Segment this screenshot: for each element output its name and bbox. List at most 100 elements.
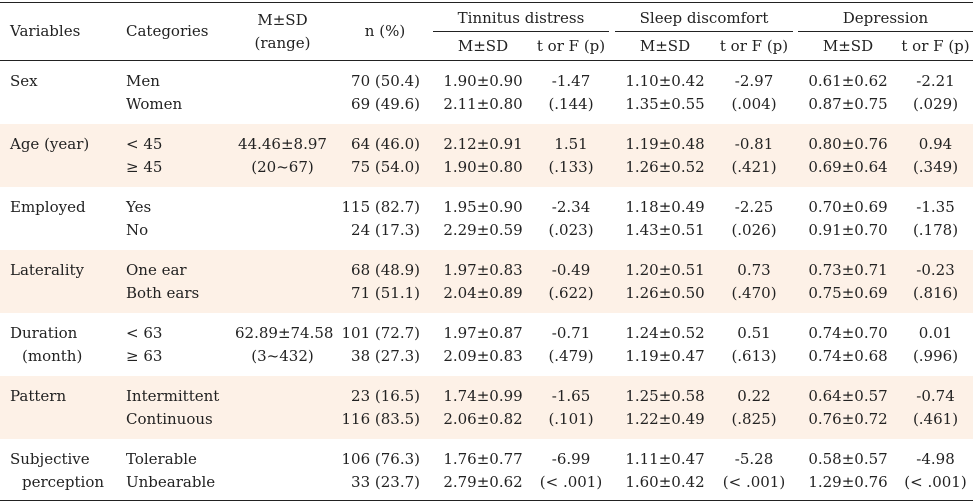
group-rule-tinnitus: [433, 31, 609, 32]
header-categories: Categories: [126, 22, 209, 40]
sleep-msd-cell: 1.11±0.47: [625, 450, 705, 468]
depression-msd-cell: 0.58±0.57: [808, 450, 888, 468]
tinnitus-stat-cell: -1.65: [551, 387, 591, 405]
group-rule-sleep: [615, 31, 793, 32]
variable-cell: Laterality: [10, 261, 85, 279]
overall-msd-cell: (20~67): [251, 158, 314, 176]
depression-msd-cell: 0.76±0.72: [808, 410, 888, 428]
tinnitus-msd-cell: 2.06±0.82: [443, 410, 523, 428]
category-cell: Men: [126, 72, 160, 90]
variable-cell: Age (year): [10, 135, 90, 153]
sleep-stat-cell: 0.51: [737, 324, 771, 342]
tinnitus-msd-cell: 2.29±0.59: [443, 221, 523, 239]
depression-msd-cell: 0.80±0.76: [808, 135, 888, 153]
tinnitus-stat-cell: -6.99: [551, 450, 591, 468]
sleep-msd-cell: 1.24±0.52: [625, 324, 705, 342]
sleep-stat-cell: (.613): [731, 347, 777, 365]
category-cell: < 45: [126, 135, 163, 153]
sleep-msd-cell: 1.43±0.51: [625, 221, 705, 239]
sleep-stat-cell: 0.73: [737, 261, 771, 279]
tinnitus-msd-cell: 1.74±0.99: [443, 387, 523, 405]
depression-stat-cell: (.461): [912, 410, 959, 428]
n-percent-cell: 23 (16.5): [351, 387, 420, 405]
tinnitus-stat-cell: -0.49: [551, 261, 591, 279]
sleep-msd-cell: 1.18±0.49: [625, 198, 705, 216]
subheader-sleep-stat: t or F (p): [719, 37, 789, 55]
variable-cell: Sex: [10, 72, 38, 90]
category-cell: Women: [126, 95, 183, 113]
variable-cell: Subjective: [10, 450, 90, 468]
n-percent-cell: 68 (48.9): [351, 261, 420, 279]
tinnitus-msd-cell: 1.90±0.90: [443, 72, 523, 90]
tinnitus-msd-cell: 2.11±0.80: [443, 95, 523, 113]
overall-msd-cell: (3~432): [251, 347, 314, 365]
header-n-percent: n (%): [364, 22, 406, 40]
header-range: (range): [254, 34, 311, 52]
tinnitus-stat-cell: 1.51: [554, 135, 588, 153]
tinnitus-msd-cell: 1.97±0.87: [443, 324, 523, 342]
header-depression: Depression: [842, 9, 929, 27]
tinnitus-stat-cell: -0.71: [551, 324, 591, 342]
sleep-msd-cell: 1.10±0.42: [625, 72, 705, 90]
depression-msd-cell: 0.64±0.57: [808, 387, 888, 405]
n-percent-cell: 75 (54.0): [351, 158, 420, 176]
category-cell: Intermittent: [126, 387, 220, 405]
category-cell: Tolerable: [126, 450, 197, 468]
n-percent-cell: 69 (49.6): [351, 95, 420, 113]
n-percent-cell: 24 (17.3): [351, 221, 420, 239]
depression-msd-cell: 0.69±0.64: [808, 158, 888, 176]
header-variables: Variables: [10, 22, 81, 40]
variable-cell: Employed: [10, 198, 86, 216]
overall-msd-cell: 44.46±8.97: [238, 135, 327, 153]
depression-stat-cell: (.178): [912, 221, 959, 239]
depression-msd-cell: 1.29±0.76: [808, 473, 888, 491]
depression-msd-cell: 0.61±0.62: [808, 72, 888, 90]
subheader-depression-msd: M±SD: [822, 37, 874, 55]
depression-stat-cell: (.816): [912, 284, 959, 302]
header-sleep-discomfort: Sleep discomfort: [639, 9, 769, 27]
tinnitus-msd-cell: 1.97±0.83: [443, 261, 523, 279]
subheader-sleep-msd: M±SD: [639, 37, 691, 55]
sleep-stat-cell: (.421): [731, 158, 777, 176]
tinnitus-msd-cell: 2.09±0.83: [443, 347, 523, 365]
variable-cell: (month): [22, 347, 83, 365]
row-shading: [0, 376, 973, 439]
tinnitus-msd-cell: 2.79±0.62: [443, 473, 523, 491]
sleep-msd-cell: 1.35±0.55: [625, 95, 705, 113]
variable-cell: Pattern: [10, 387, 67, 405]
tinnitus-stat-cell: (.622): [548, 284, 594, 302]
variable-cell: Duration: [10, 324, 78, 342]
sleep-stat-cell: -0.81: [734, 135, 774, 153]
tinnitus-msd-cell: 2.12±0.91: [443, 135, 523, 153]
sleep-stat-cell: (.026): [731, 221, 777, 239]
n-percent-cell: 33 (23.7): [351, 473, 420, 491]
sleep-msd-cell: 1.22±0.49: [625, 410, 705, 428]
n-percent-cell: 70 (50.4): [351, 72, 420, 90]
group-rule-depression: [798, 31, 973, 32]
subheader-tinnitus-msd: M±SD: [457, 37, 509, 55]
depression-msd-cell: 0.75±0.69: [808, 284, 888, 302]
sleep-stat-cell: -2.25: [734, 198, 774, 216]
n-percent-cell: 101 (72.7): [341, 324, 420, 342]
sleep-stat-cell: (< .001): [722, 473, 786, 491]
depression-stat-cell: -0.74: [916, 387, 955, 405]
depression-stat-cell: 0.01: [918, 324, 953, 342]
tinnitus-msd-cell: 1.90±0.80: [443, 158, 523, 176]
depression-stat-cell: -2.21: [916, 72, 955, 90]
tinnitus-msd-cell: 1.95±0.90: [443, 198, 523, 216]
depression-stat-cell: -0.23: [916, 261, 955, 279]
sleep-msd-cell: 1.60±0.42: [625, 473, 705, 491]
row-shading: [0, 124, 973, 187]
n-percent-cell: 106 (76.3): [341, 450, 420, 468]
category-cell: Unbearable: [126, 473, 216, 491]
sleep-msd-cell: 1.26±0.50: [625, 284, 705, 302]
category-cell: No: [126, 221, 149, 239]
sleep-stat-cell: (.004): [731, 95, 777, 113]
depression-msd-cell: 0.74±0.70: [808, 324, 888, 342]
sleep-stat-cell: 0.22: [737, 387, 771, 405]
n-percent-cell: 115 (82.7): [341, 198, 420, 216]
tinnitus-msd-cell: 1.76±0.77: [443, 450, 523, 468]
overall-msd-cell: 62.89±74.58: [235, 324, 334, 342]
depression-msd-cell: 0.91±0.70: [808, 221, 888, 239]
depression-stat-cell: 0.94: [918, 135, 953, 153]
